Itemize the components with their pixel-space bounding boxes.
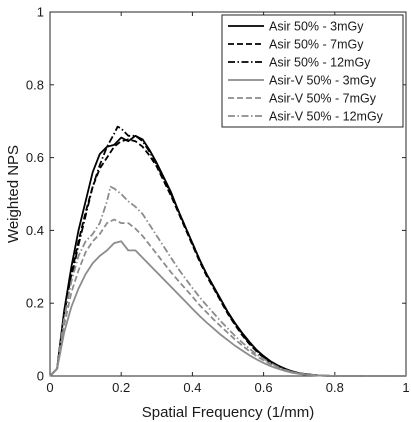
series-line-3 (49, 125, 406, 377)
x-tick-label: 0.6 (255, 380, 273, 395)
series-lines (49, 125, 406, 377)
y-tick-label: 0.6 (26, 150, 44, 165)
legend-entry-6: Asir-V 50% - 12mGy (269, 110, 384, 124)
axis-ticks: 0 0.2 0.4 0.6 0.8 1 0 0.2 0.4 0.6 0.8 1 (26, 5, 410, 396)
x-tick-label: 1 (402, 380, 409, 395)
y-tick-label: 1 (37, 5, 44, 20)
x-tick-label: 0 (46, 380, 53, 395)
y-tick-label: 0 (37, 369, 44, 384)
y-tick-label: 0.2 (26, 296, 44, 311)
legend: Asir 50% - 3mGy Asir 50% - 7mGy Asir 50% -… (221, 14, 404, 128)
x-tick-label: 0.2 (112, 380, 130, 395)
y-axis-label: Weighted NPS (5, 145, 22, 243)
x-axis-label: Spatial Frequency (1/mm) (142, 404, 315, 421)
legend-entry-3: Asir 50% - 12mGy (269, 56, 371, 70)
series-line-5 (49, 218, 406, 377)
legend-entry-4: Asir-V 50% - 3mGy (269, 74, 377, 88)
legend-entry-1: Asir 50% - 3mGy (269, 20, 364, 34)
legend-box (221, 14, 404, 128)
legend-entry-2: Asir 50% - 7mGy (269, 38, 364, 52)
series-line-4 (49, 240, 406, 377)
x-tick-label: 0.4 (183, 380, 201, 395)
x-tick-label: 0.8 (326, 380, 344, 395)
y-tick-label: 0.8 (26, 77, 44, 92)
y-tick-label: 0.4 (26, 223, 44, 238)
legend-entry-5: Asir-V 50% - 7mGy (269, 92, 377, 106)
